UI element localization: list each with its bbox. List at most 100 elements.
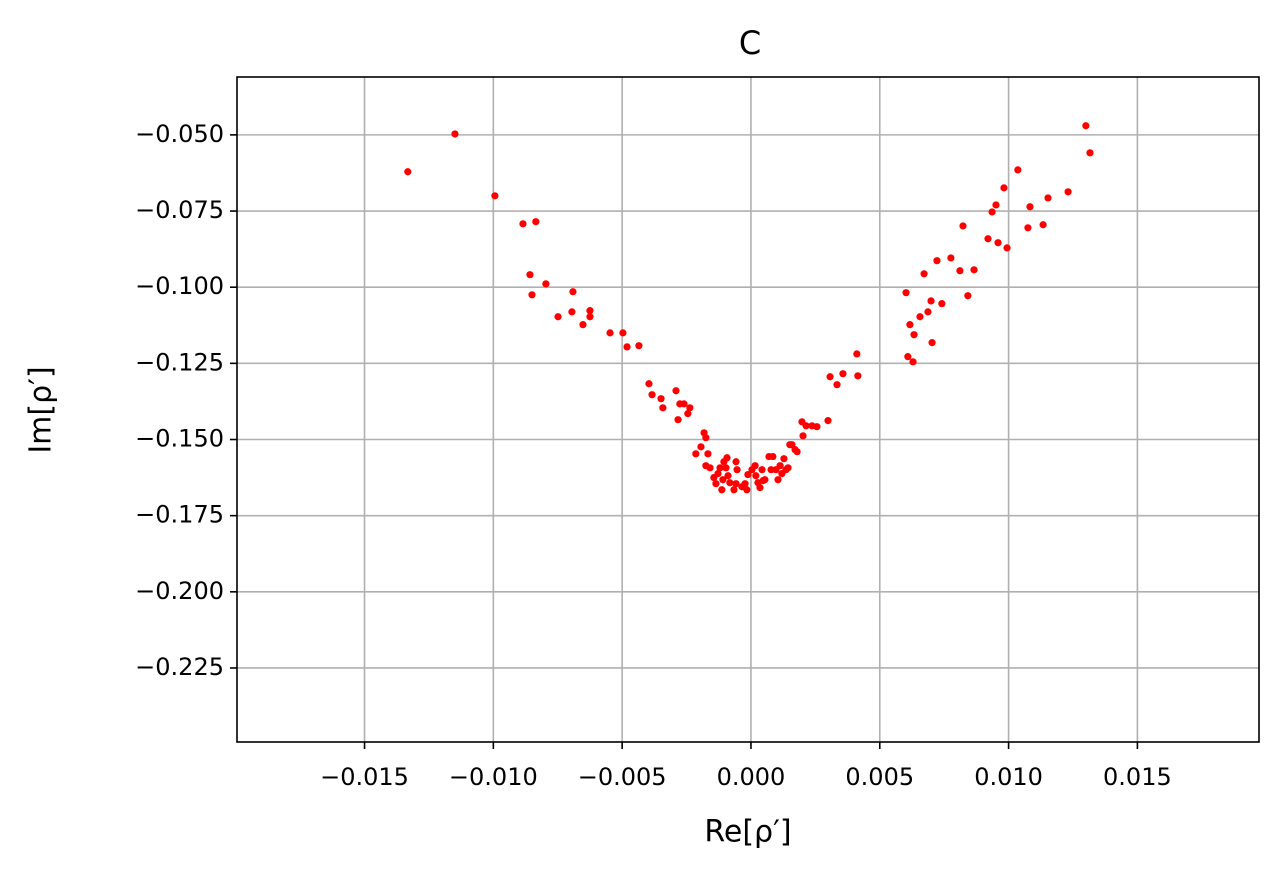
- point: [1024, 224, 1032, 232]
- point: [532, 218, 540, 226]
- point: [793, 448, 801, 456]
- point: [741, 480, 749, 488]
- point: [970, 266, 978, 274]
- point: [674, 416, 682, 424]
- point: [723, 454, 731, 462]
- point: [542, 280, 550, 288]
- point: [733, 466, 741, 474]
- point: [910, 331, 918, 339]
- point: [938, 300, 946, 308]
- point: [1044, 194, 1052, 202]
- point: [743, 486, 751, 494]
- x-tick-label: 0.015: [1103, 763, 1172, 791]
- point: [702, 434, 710, 442]
- point: [579, 321, 587, 329]
- point: [718, 486, 726, 494]
- y-tick-label: −0.125: [135, 348, 224, 376]
- point: [526, 271, 534, 279]
- point: [732, 480, 740, 488]
- point: [714, 470, 722, 478]
- point: [839, 370, 847, 378]
- point: [719, 476, 727, 484]
- point: [988, 208, 996, 216]
- y-tick-label: −0.225: [135, 653, 224, 681]
- point: [947, 254, 955, 262]
- point: [761, 476, 769, 484]
- point: [680, 400, 688, 408]
- point: [491, 192, 499, 200]
- point: [1039, 221, 1047, 229]
- point: [586, 307, 594, 315]
- point: [586, 313, 594, 321]
- point: [959, 222, 967, 230]
- point: [994, 239, 1002, 247]
- point: [692, 450, 700, 458]
- point: [722, 464, 730, 472]
- point: [648, 391, 656, 399]
- point: [1003, 244, 1011, 252]
- y-tick-label: −0.150: [135, 425, 224, 453]
- point: [568, 308, 576, 316]
- point: [826, 373, 834, 381]
- point: [1086, 149, 1094, 157]
- point: [813, 423, 821, 431]
- point: [956, 267, 964, 275]
- point: [751, 462, 759, 470]
- point: [927, 297, 935, 305]
- point: [554, 313, 562, 321]
- point: [854, 372, 862, 380]
- x-tick-label: −0.005: [578, 763, 667, 791]
- x-axis-label: Re[ρ′]: [704, 815, 791, 850]
- point: [799, 432, 807, 440]
- point: [906, 321, 914, 329]
- point: [902, 289, 910, 297]
- x-tick-label: −0.010: [449, 763, 538, 791]
- point: [909, 358, 917, 366]
- y-tick-label: −0.200: [135, 577, 224, 605]
- point: [1000, 184, 1008, 192]
- point: [1014, 166, 1022, 174]
- point: [528, 291, 536, 299]
- point: [933, 257, 941, 265]
- point: [774, 476, 782, 484]
- point: [928, 339, 936, 347]
- y-axis-label: Im[ρ′]: [24, 366, 59, 453]
- plot-frame: [236, 76, 1260, 743]
- point: [619, 329, 627, 337]
- point: [657, 395, 665, 403]
- x-tick-label: 0.005: [845, 763, 914, 791]
- point: [697, 443, 705, 451]
- point: [672, 387, 680, 395]
- point: [924, 308, 932, 316]
- point: [776, 462, 784, 470]
- point: [451, 130, 459, 138]
- chart-title: C: [739, 24, 761, 62]
- y-tick-label: −0.100: [135, 272, 224, 300]
- point: [920, 270, 928, 278]
- x-tick-label: −0.015: [320, 763, 409, 791]
- point: [684, 410, 692, 418]
- point: [992, 201, 1000, 209]
- point: [1026, 203, 1034, 211]
- x-tick-label: 0.000: [717, 763, 786, 791]
- point: [824, 417, 832, 425]
- y-tick-label: −0.175: [135, 501, 224, 529]
- point: [716, 464, 724, 472]
- point: [635, 342, 643, 350]
- point: [706, 464, 714, 472]
- point: [569, 288, 577, 296]
- point: [519, 220, 527, 228]
- point: [712, 480, 720, 488]
- point: [784, 464, 792, 472]
- point: [744, 470, 752, 479]
- point: [1082, 122, 1090, 130]
- point: [724, 472, 732, 480]
- point: [904, 353, 912, 361]
- point: [606, 329, 614, 337]
- point: [730, 486, 738, 494]
- point: [833, 381, 841, 389]
- point: [732, 458, 740, 466]
- point: [780, 455, 788, 463]
- point: [404, 168, 412, 176]
